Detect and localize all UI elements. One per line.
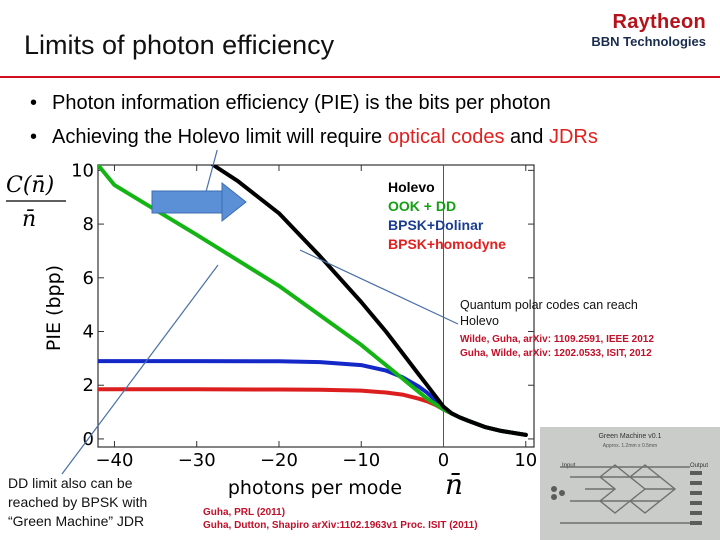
y-math-numerator: C(n̄) xyxy=(6,173,54,198)
bullet-dot: • xyxy=(30,126,38,148)
green-machine-chip-image: Green Machine v0.1 Approx. 1.2mm x 0.5mm… xyxy=(540,427,720,540)
y-axis-label: PIE (bpp) xyxy=(43,265,65,351)
y-tick-label: 4 xyxy=(83,322,94,343)
company-logo: Raytheon BBN Technologies xyxy=(591,12,706,48)
bullet-text-mid: and xyxy=(504,126,549,148)
series-group xyxy=(98,165,528,437)
chart-legend: Holevo OOK + DD BPSK+Dolinar BPSK+homody… xyxy=(388,178,506,254)
legend-bpsk-homodyne: BPSK+homodyne xyxy=(388,236,506,252)
qpc-references: Wilde, Guha, arXiv: 1109.2591, IEEE 2012… xyxy=(460,333,654,361)
chip-waveguide-icon xyxy=(551,464,702,525)
qpc-line-2: Holevo xyxy=(460,314,499,328)
dd-line-3: “Green Machine” JDR xyxy=(8,513,145,529)
pie-chart: C(n̄) n̄ PIE (bpp) −40−30−20−10010024681… xyxy=(6,150,537,501)
y-axis-math-label: C(n̄) n̄ xyxy=(6,173,66,232)
bullet-item: • Achieving the Holevo limit will require… xyxy=(30,120,598,154)
x-tick-label: 0 xyxy=(438,450,449,471)
bullet-text: Achieving the Holevo limit will require xyxy=(52,126,388,148)
blue-arrow-icon xyxy=(151,181,247,223)
bullet-item: • Photon information efficiency (PIE) is … xyxy=(30,86,598,120)
series-line-bpsk-dolinar xyxy=(98,359,528,437)
dd-limit-note: DD limit also can be reached by BPSK wit… xyxy=(8,474,147,531)
chip-input-label: Input xyxy=(562,463,576,469)
bullet-text: Photon information efficiency (PIE) is t… xyxy=(52,92,551,114)
title-divider xyxy=(0,76,720,78)
x-axis-label: photons per mode xyxy=(228,477,402,499)
bullet-dot: • xyxy=(30,92,38,114)
chip-title: Green Machine v0.1 xyxy=(598,433,662,440)
x-axis-math-label: n̄ xyxy=(445,468,463,501)
pointer-line-dd xyxy=(61,264,219,475)
x-tick-label: 10 xyxy=(514,450,537,471)
y-tick-label: 10 xyxy=(71,160,94,181)
slide-title: Limits of photon efficiency xyxy=(24,30,335,60)
y-tick-label: 8 xyxy=(83,214,94,235)
axis-ticks: −40−30−20−100100246810 xyxy=(71,160,537,471)
bottom-ref-1: Guha, PRL (2011) xyxy=(203,507,286,518)
bottom-references: Guha, PRL (2011) Guha, Dutton, Shapiro a… xyxy=(203,506,478,532)
dd-line-2: reached by BPSK with xyxy=(8,494,148,510)
series-line-holevo xyxy=(211,165,528,437)
x-tick-label: −30 xyxy=(178,450,216,471)
legend-bpsk-dolinar: BPSK+Dolinar xyxy=(388,217,484,233)
pointer-line-qpc xyxy=(299,249,459,325)
series-line-bpsk-homodyne xyxy=(98,387,528,437)
chip-output-label: Output xyxy=(690,463,709,469)
x-tick-label: −10 xyxy=(342,450,380,471)
logo-subtitle: BBN Technologies xyxy=(591,34,706,49)
bottom-ref-2: Guha, Dutton, Shapiro arXiv:1102.1963v1 … xyxy=(203,520,478,531)
highlight-jdrs: JDRs xyxy=(548,126,598,148)
x-tick-label: −20 xyxy=(260,450,298,471)
y-tick-label: 2 xyxy=(83,375,94,396)
legend-holevo: Holevo xyxy=(388,179,435,195)
x-tick-label: −40 xyxy=(95,450,133,471)
highlight-optical-codes: optical codes xyxy=(387,126,505,148)
dd-line-1: DD limit also can be xyxy=(8,475,133,491)
qpc-line-1: Quantum polar codes can reach xyxy=(460,298,638,312)
quantum-polar-codes-note: Quantum polar codes can reach Holevo xyxy=(460,297,638,329)
logo-brand: Raytheon xyxy=(612,11,706,33)
qpc-ref-2: Guha, Wilde, arXiv: 1202.0533, ISIT, 201… xyxy=(460,348,652,359)
plot-frame xyxy=(97,164,535,448)
y-tick-label: 6 xyxy=(83,268,94,289)
legend-ook-dd: OOK + DD xyxy=(388,198,457,214)
chip-subtitle: Approx. 1.2mm x 0.5mm xyxy=(602,443,658,449)
qpc-ref-1: Wilde, Guha, arXiv: 1109.2591, IEEE 2012 xyxy=(460,334,654,345)
y-math-denominator: n̄ xyxy=(22,207,36,232)
bullet-list: • Photon information efficiency (PIE) is … xyxy=(30,86,598,154)
